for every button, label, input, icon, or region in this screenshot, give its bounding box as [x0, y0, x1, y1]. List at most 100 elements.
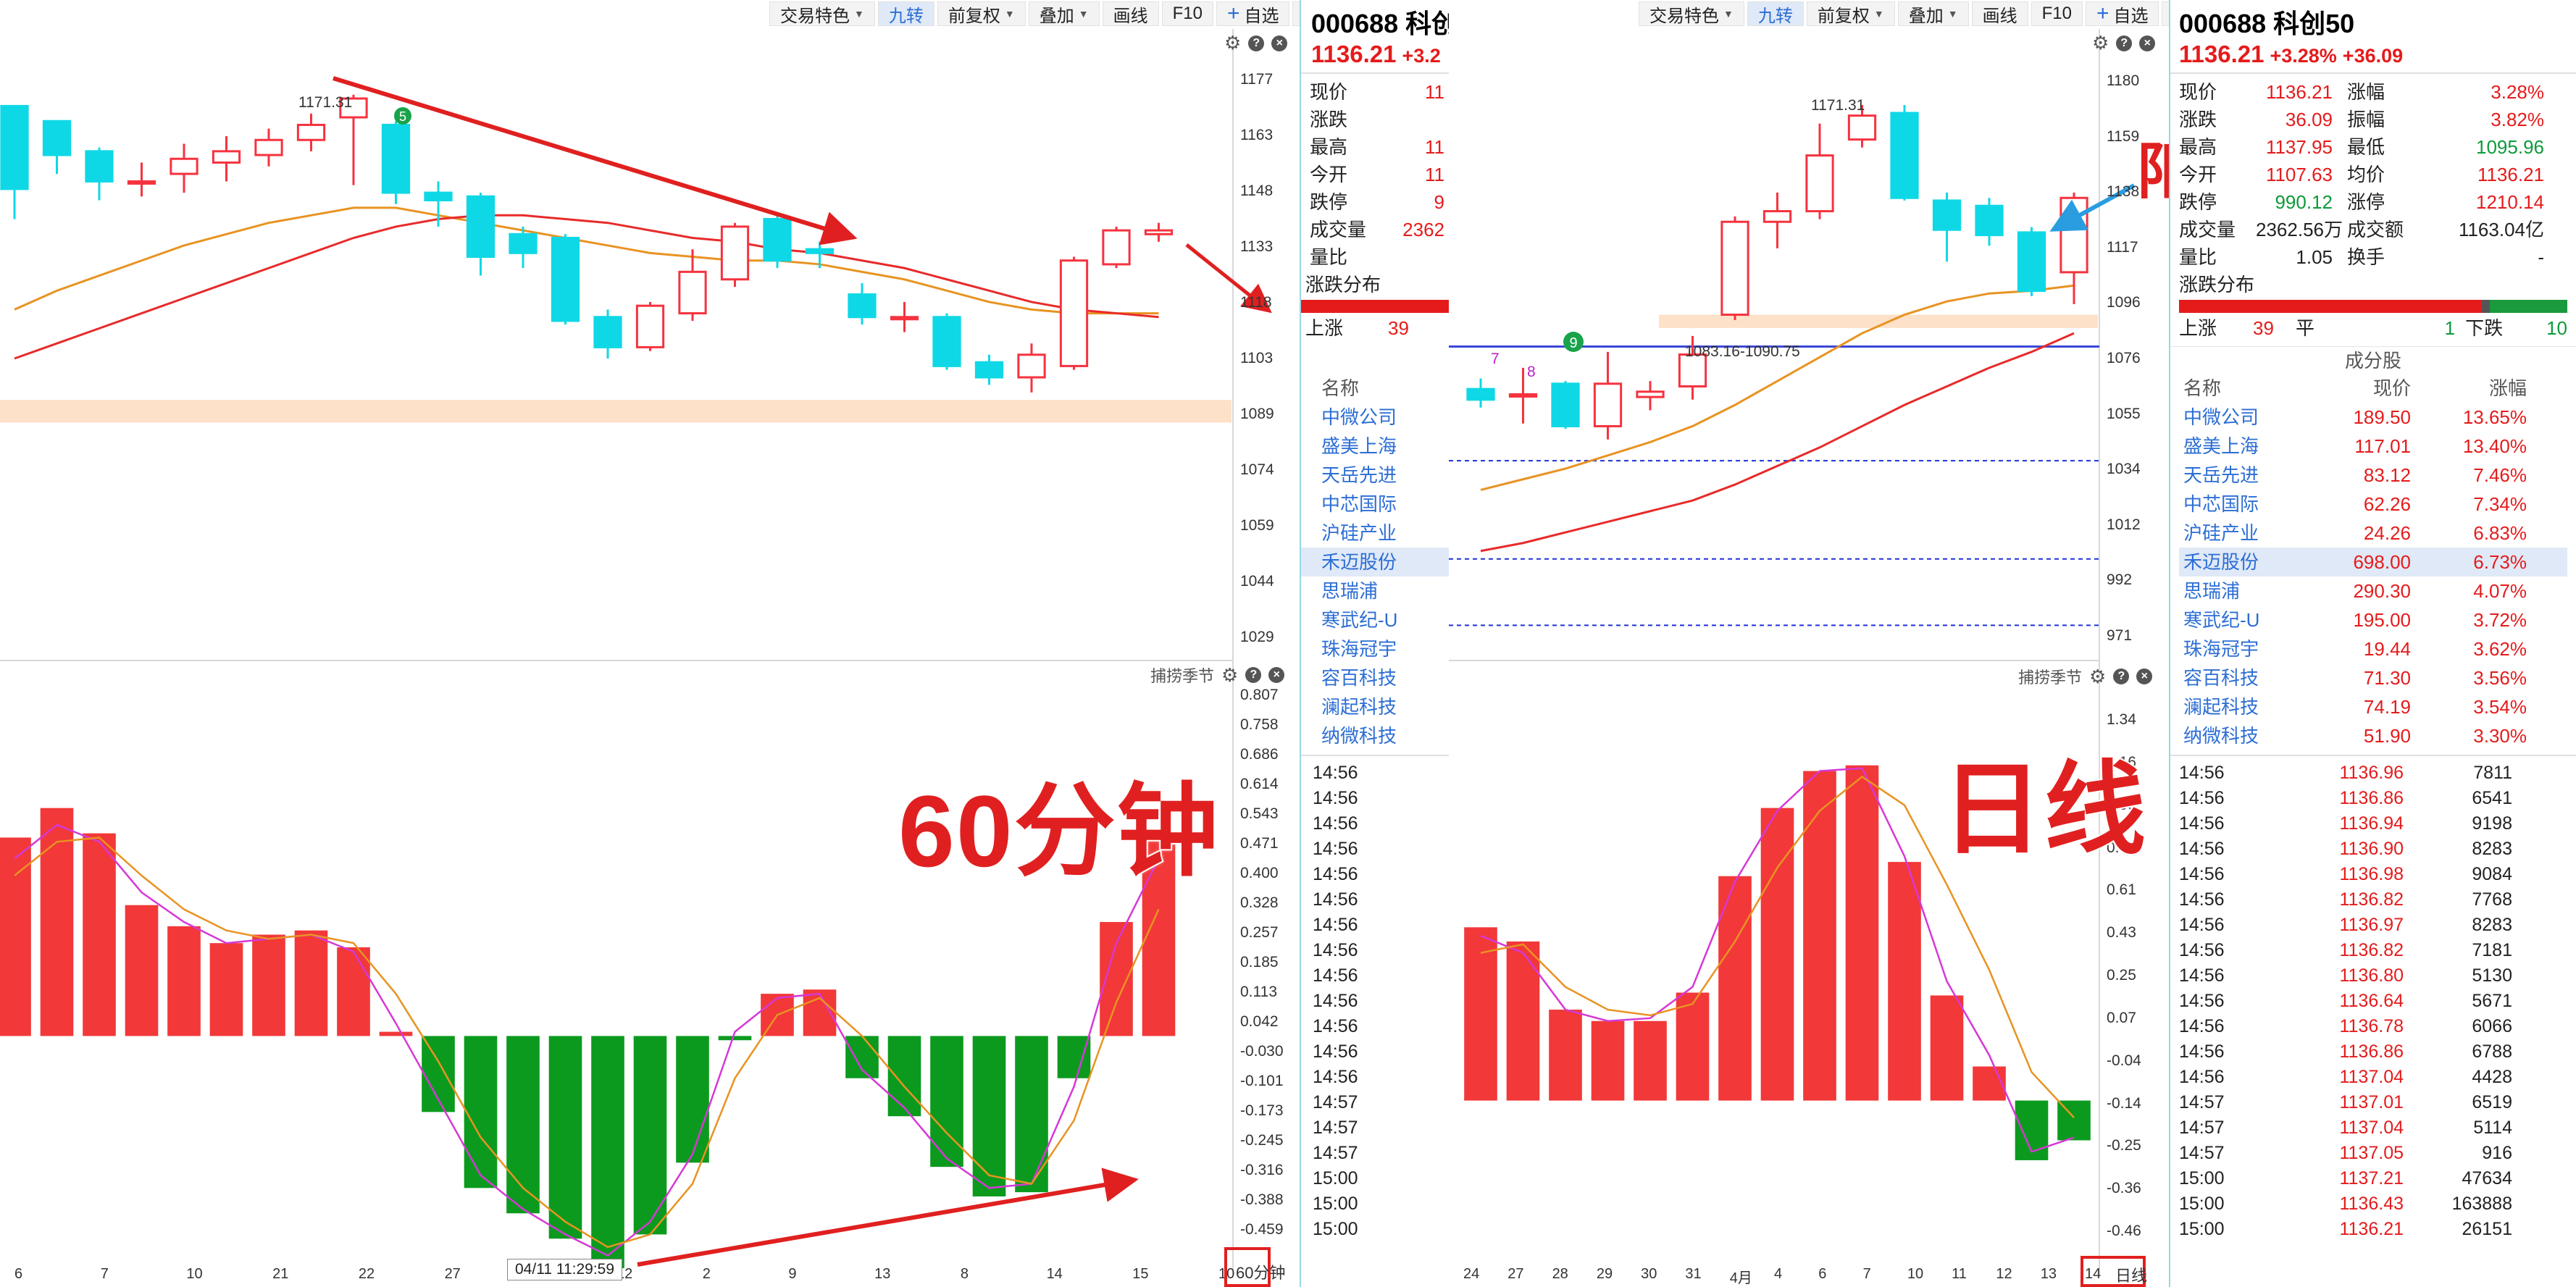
close-icon[interactable]: ×: [2139, 35, 2156, 51]
tick-price: 1137.04: [2339, 1067, 2404, 1087]
question-icon[interactable]: ?: [2116, 35, 2133, 51]
constituent-row[interactable]: 思瑞浦 290.30 4.07%: [2179, 577, 2567, 605]
candle-body: [0, 104, 29, 190]
gear-icon[interactable]: ⚙: [2089, 665, 2107, 687]
price-tick: 1177: [1240, 71, 1274, 88]
tick-time-cut: 15:00: [1313, 1194, 1358, 1214]
question-icon[interactable]: ?: [1248, 35, 1265, 51]
gear-icon[interactable]: ⚙: [1224, 32, 1242, 54]
constituent-row[interactable]: 天岳先进 83.12 7.46%: [2179, 461, 2567, 490]
candle-body: [1890, 112, 1919, 199]
constituent-row-cut[interactable]: 珠海冠宇: [1301, 634, 1449, 663]
tick-volume: 7768: [2472, 889, 2512, 910]
question-icon[interactable]: ?: [1245, 667, 1262, 683]
tick-row: 15:00 1136.43 163888: [2179, 1191, 2567, 1217]
period-tab-60min[interactable]: 60分钟: [1236, 1264, 1286, 1282]
constituent-price: 24.26: [2363, 522, 2411, 544]
constituent-row[interactable]: 中微公司 189.50 13.65%: [2179, 403, 2567, 432]
dist-bar: [2179, 300, 2567, 313]
constituent-row[interactable]: 珠海冠宇 19.44 3.62%: [2179, 634, 2567, 663]
constituent-row[interactable]: 寒武纪-U 195.00 3.72%: [2179, 605, 2567, 634]
time-tick: 22: [358, 1266, 375, 1282]
constituent-row-cut[interactable]: 澜起科技: [1301, 692, 1449, 721]
candle-body: [339, 97, 368, 119]
caret-down-icon: ▼: [1873, 8, 1884, 20]
tick-time-cut: 15:00: [1313, 1219, 1358, 1239]
constituent-row-cut[interactable]: 沪硅产业: [1301, 519, 1449, 548]
constituent-row[interactable]: 容百科技 71.30 3.56%: [2179, 663, 2567, 692]
constituent-row-cut[interactable]: 禾迈股份: [1301, 548, 1449, 577]
constituent-row[interactable]: 中芯国际 62.26 7.34%: [2179, 490, 2567, 519]
period-tab-daily[interactable]: 日线: [2115, 1267, 2148, 1285]
adjust-button-2[interactable]: 前复权 ▼: [1806, 1, 1895, 26]
overlay-button[interactable]: 叠加 ▼: [1028, 1, 1100, 26]
constituent-row-cut[interactable]: 思瑞浦: [1301, 577, 1449, 605]
candle-body: [1059, 259, 1089, 367]
constituent-row[interactable]: 禾迈股份 698.00 6.73%: [2179, 548, 2567, 577]
tick-time-cut: 14:56: [1313, 915, 1358, 935]
caret-down-icon: ▼: [854, 8, 864, 20]
constituent-row[interactable]: 澜起科技 74.19 3.54%: [2179, 692, 2567, 721]
constituent-row-cut[interactable]: 纳微科技: [1301, 721, 1449, 750]
candle-body: [1932, 199, 1962, 231]
indicator-bar: [1760, 808, 1794, 1101]
quote-label: 量比: [1310, 246, 1348, 268]
right-chart-controls: ⚙ ? ×: [2092, 32, 2156, 54]
constituent-row-cut[interactable]: 天岳先进: [1301, 461, 1449, 490]
tick-time-cut: 14:57: [1313, 1118, 1358, 1138]
constituent-name: 珠海冠宇: [1321, 638, 1397, 660]
constituent-row[interactable]: 纳微科技 51.90 3.30%: [2179, 721, 2567, 750]
indicator-name[interactable]: 捕捞季节: [1150, 667, 1215, 685]
tick-volume: 7181: [2472, 940, 2512, 960]
indicator-tick: -0.14: [2107, 1094, 2141, 1112]
adjust-button[interactable]: 前复权 ▼: [937, 1, 1026, 26]
indicator-slow-line: [1480, 775, 2075, 1118]
left-indicator-header: 捕捞季节 ⚙ ? ×: [1150, 663, 1285, 687]
constituent-row[interactable]: 盛美上海 117.01 13.40%: [2179, 432, 2567, 461]
constituent-row-cut[interactable]: 中微公司: [1301, 403, 1449, 432]
constituent-row-cut[interactable]: 容百科技: [1301, 663, 1449, 692]
constituent-row-cut[interactable]: 寒武纪-U: [1301, 605, 1449, 634]
candle-body: [1593, 382, 1623, 427]
tick-volume: 6541: [2472, 788, 2512, 808]
indicator-name-2[interactable]: 捕捞季节: [2018, 668, 2083, 687]
gear-icon[interactable]: ⚙: [1221, 663, 1239, 686]
f10-button[interactable]: F10: [1161, 1, 1213, 26]
add-watchlist-button[interactable]: + 自选: [1216, 1, 1290, 26]
f10-button-2[interactable]: F10: [2031, 1, 2083, 26]
tick-time-cut: 14:57: [1313, 1092, 1358, 1112]
close-icon[interactable]: ×: [1271, 35, 1288, 51]
time-tick: 31: [1685, 1266, 1702, 1282]
nine-turn-button[interactable]: 九转: [877, 1, 934, 26]
tick-row: 14:57 1137.04 5114: [2179, 1115, 2567, 1141]
nine-turn-button-2[interactable]: 九转: [1747, 1, 1804, 26]
indicator-tick: 0.400: [1240, 865, 1279, 881]
cons-title: 成分股: [2170, 346, 2576, 374]
indicator-bar: [1015, 1036, 1048, 1193]
question-icon[interactable]: ?: [2113, 668, 2130, 684]
draw-line-button-2[interactable]: 画线: [1971, 1, 2028, 26]
price-tick: 1074: [1240, 461, 1274, 478]
left-chart-controls: ⚙ ? ×: [1224, 32, 1288, 54]
indicator-bar: [379, 1031, 413, 1036]
constituent-row-cut[interactable]: 中芯国际: [1301, 490, 1449, 519]
add-watchlist-button-2[interactable]: + 自选: [2085, 1, 2159, 26]
indicator-slow-line: [14, 837, 1160, 1249]
close-icon[interactable]: ×: [1268, 667, 1285, 683]
trade-feature-button-2[interactable]: 交易特色 ▼: [1639, 1, 1744, 26]
right-indicator-header: 捕捞季节 ⚙ ? ×: [2018, 665, 2153, 688]
constituent-row[interactable]: 沪硅产业 24.26 6.83%: [2179, 519, 2567, 548]
trade-feature-button[interactable]: 交易特色 ▼: [769, 1, 875, 26]
gear-icon[interactable]: ⚙: [2092, 32, 2109, 54]
constituent-name: 寒武纪-U: [1321, 609, 1398, 631]
quote-grid: 现价 1136.21 涨幅 3.28% 涨跌 36.09 振幅 3.82% 最高 1137.95 最…: [2170, 78, 2576, 271]
constituent-row-cut[interactable]: 盛美上海: [1301, 432, 1449, 461]
indicator-tick: 0.614: [1240, 776, 1279, 792]
draw-line-button[interactable]: 画线: [1102, 1, 1159, 26]
tick-time-cut: 14:56: [1313, 889, 1358, 910]
quote-row-cut: 成交量 2362: [1310, 216, 1449, 243]
close-icon[interactable]: ×: [2136, 668, 2153, 684]
indicator-bar: [2057, 1100, 2091, 1141]
drop-arrow: [1185, 243, 1272, 314]
overlay-button-2[interactable]: 叠加 ▼: [1897, 1, 1969, 26]
